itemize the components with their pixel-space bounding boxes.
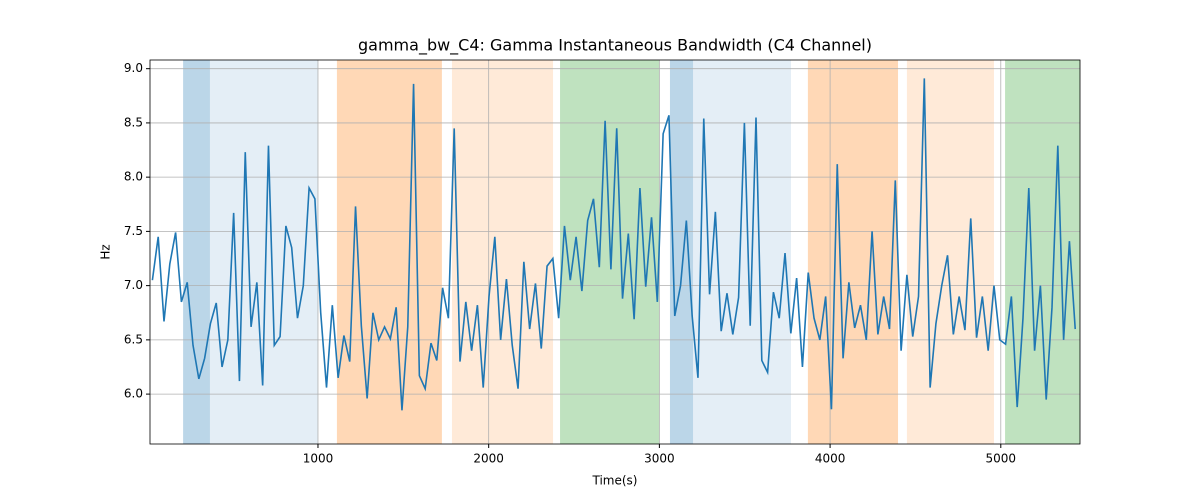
shaded-span xyxy=(183,60,210,444)
x-tick-label: 2000 xyxy=(473,452,504,466)
shaded-span xyxy=(451,60,554,444)
plot-frame xyxy=(149,59,1081,445)
y-tick-label: 7.0 xyxy=(124,278,143,292)
shaded-span xyxy=(669,60,694,444)
x-tick-label: 4000 xyxy=(815,452,846,466)
y-tick-label: 6.5 xyxy=(124,332,143,346)
y-axis-label: Hz xyxy=(99,244,113,259)
x-tick-label: 3000 xyxy=(644,452,675,466)
y-tick-label: 9.0 xyxy=(124,61,143,75)
shaded-span xyxy=(1005,60,1080,444)
x-tick-label: 5000 xyxy=(986,452,1017,466)
y-tick-label: 7.5 xyxy=(124,224,143,238)
chart-title: gamma_bw_C4: Gamma Instantaneous Bandwid… xyxy=(358,36,872,56)
shaded-span xyxy=(807,60,899,444)
x-tick-label: 1000 xyxy=(303,452,334,466)
y-tick-label: 8.0 xyxy=(124,170,143,184)
shaded-span xyxy=(693,60,791,444)
x-axis-label: Time(s) xyxy=(592,474,638,488)
y-tick-label: 8.5 xyxy=(124,115,143,129)
y-tick-label: 6.0 xyxy=(124,387,143,401)
data-line xyxy=(151,78,1077,411)
shaded-span xyxy=(906,60,994,444)
shaded-span xyxy=(209,60,318,444)
